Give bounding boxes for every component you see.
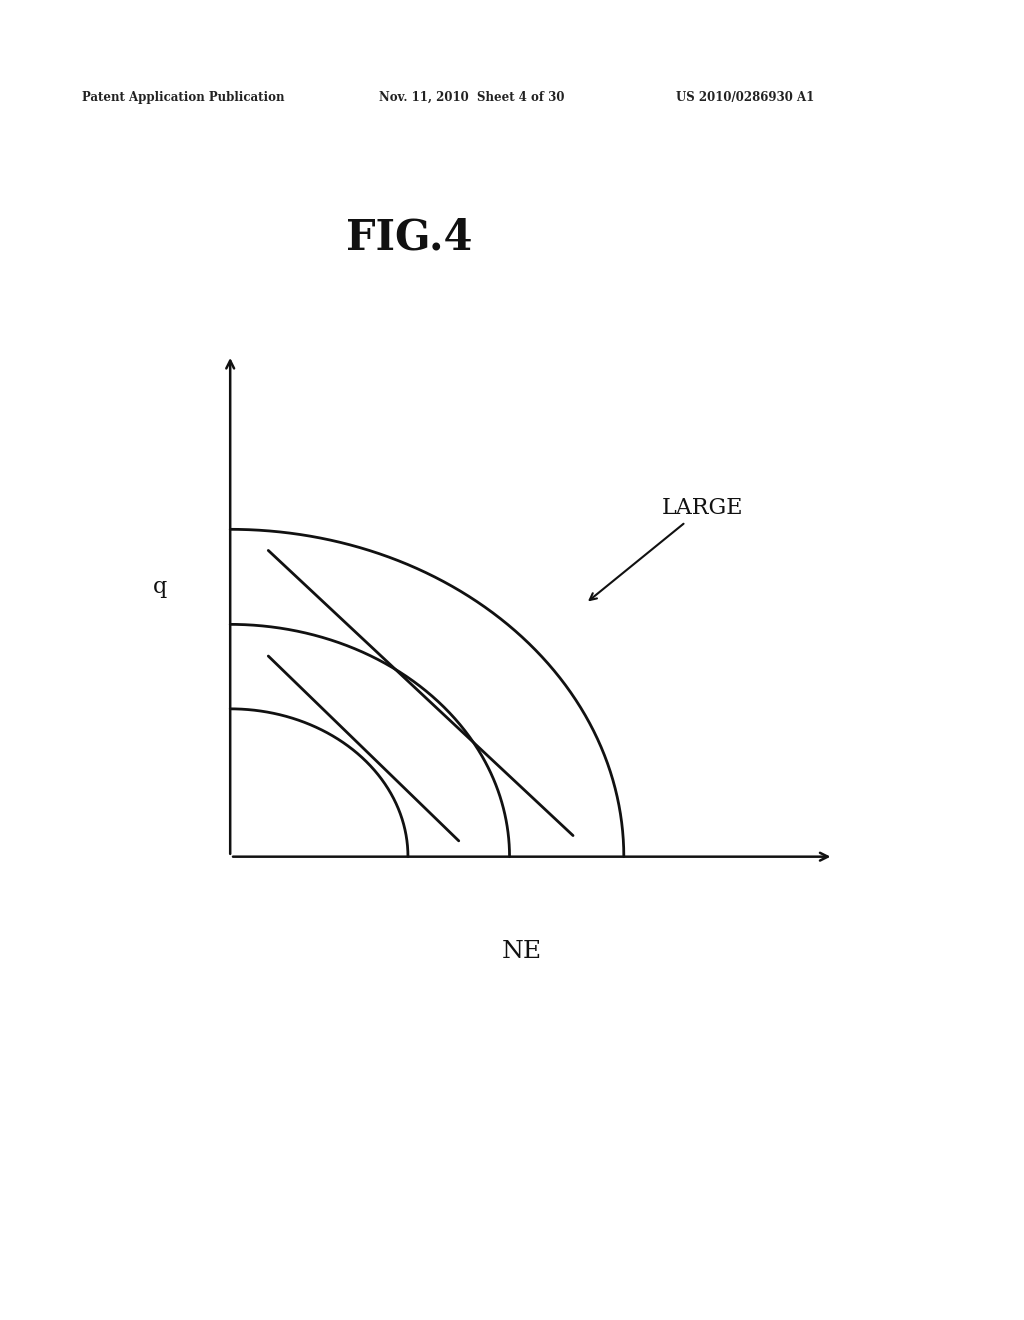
Text: US 2010/0286930 A1: US 2010/0286930 A1 bbox=[676, 91, 814, 104]
Text: Patent Application Publication: Patent Application Publication bbox=[82, 91, 285, 104]
Text: NE: NE bbox=[502, 940, 543, 964]
Text: q: q bbox=[154, 577, 168, 598]
Text: FIG.4: FIG.4 bbox=[346, 216, 473, 259]
Text: LARGE: LARGE bbox=[590, 498, 743, 601]
Text: Nov. 11, 2010  Sheet 4 of 30: Nov. 11, 2010 Sheet 4 of 30 bbox=[379, 91, 564, 104]
